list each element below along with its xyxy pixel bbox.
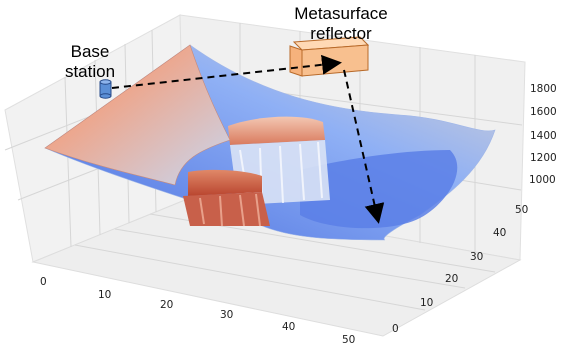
y-tick: 0 — [392, 323, 399, 335]
metasurface-label-line1: Metasurface — [294, 4, 388, 23]
reflector-front — [289, 45, 303, 77]
building-short — [183, 169, 270, 227]
x-tick: 40 — [282, 321, 295, 333]
building-short-top — [188, 169, 262, 196]
path-base-to-reflector — [111, 54, 342, 89]
metasurface-reflector-label: Metasurface reflector — [286, 4, 396, 44]
building-tall-top — [228, 116, 325, 145]
base-station-icon — [99, 79, 112, 99]
x-axis-ticks: 0 10 20 30 40 50 — [40, 276, 355, 346]
base-station-bottom — [99, 93, 112, 99]
z-tick: 1400 — [530, 130, 557, 142]
base-station-label: Base station — [54, 42, 126, 82]
y-tick: 30 — [470, 251, 483, 263]
building-short-wall — [183, 192, 270, 226]
x-tick: 0 — [40, 276, 47, 288]
x-tick: 50 — [342, 334, 355, 346]
building-short-streaks — [199, 193, 261, 227]
z-tick: 1800 — [530, 83, 557, 95]
y-tick: 40 — [493, 227, 506, 239]
path-reflector-to-ground — [343, 69, 385, 224]
x-tick: 10 — [98, 289, 111, 301]
x-tick: 20 — [160, 299, 173, 311]
y-tick: 50 — [515, 204, 528, 216]
signal-path — [111, 54, 385, 224]
reflector-face — [301, 44, 369, 77]
y-axis-ticks: 0 10 20 30 40 50 — [392, 204, 528, 335]
base-station-label-line1: Base — [70, 42, 110, 61]
base-station-cap — [99, 79, 112, 85]
building-tall — [228, 116, 330, 206]
x-tick: 30 — [220, 309, 233, 321]
y-tick: 10 — [420, 297, 433, 309]
base-station-label-line2: station — [64, 62, 116, 81]
metasurface-label-line2: reflector — [310, 24, 372, 43]
floor-pane — [31, 199, 522, 337]
surface-deep-basin — [300, 150, 458, 229]
z-tick: 1200 — [530, 152, 557, 164]
z-tick: 1600 — [530, 106, 557, 118]
z-tick: 1000 — [529, 174, 556, 186]
z-axis-ticks: 1000 1200 1400 1600 1800 — [529, 83, 557, 186]
y-tick: 20 — [445, 273, 458, 285]
